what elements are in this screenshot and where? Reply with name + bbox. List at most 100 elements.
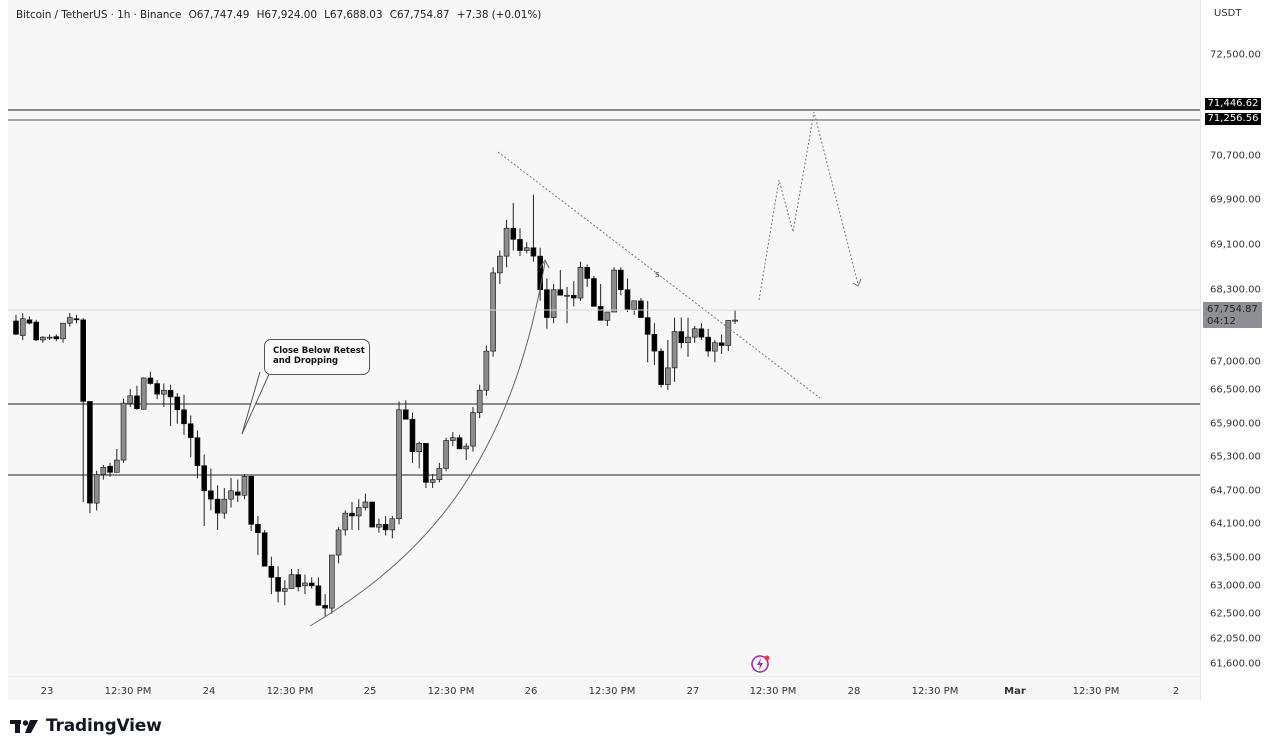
candle [476, 389, 483, 413]
candle [402, 409, 409, 420]
projection-arrowhead-icon [852, 278, 862, 287]
callout-annotation[interactable]: Close Below Retest and Dropping [264, 339, 370, 375]
candle [691, 328, 698, 338]
price-tick: 68,300.00 [1210, 284, 1261, 296]
time-tick: 24 [202, 686, 216, 697]
currency-button[interactable]: USDT [1206, 4, 1266, 24]
candle [46, 336, 53, 339]
candle [456, 437, 463, 450]
candle [449, 437, 456, 441]
ohlc-change: +7.38 (+0.01%) [456, 9, 542, 21]
candle [483, 350, 490, 391]
candle [624, 289, 631, 310]
candle [617, 269, 624, 290]
candle [423, 443, 429, 483]
candle [26, 319, 33, 324]
s-marker: s [655, 270, 660, 280]
time-tick: 12:30 PM [266, 686, 314, 697]
chart-pane[interactable] [8, 0, 1200, 700]
logo-text: TradingView [46, 716, 162, 736]
candle [530, 247, 537, 257]
price-tick: 65,900.00 [1210, 418, 1261, 430]
candle [281, 588, 288, 592]
candle [181, 409, 187, 425]
candle [369, 501, 375, 528]
candle [268, 565, 275, 578]
candle [355, 507, 362, 517]
candle [140, 377, 147, 410]
candle [523, 247, 530, 251]
candle [537, 255, 543, 290]
candle [120, 402, 127, 461]
price-tick: 69,900.00 [1210, 194, 1261, 206]
candle [597, 306, 604, 321]
candle [698, 328, 705, 338]
tradingview-mark-icon [10, 720, 38, 733]
candle [154, 383, 160, 395]
candle [712, 342, 718, 352]
candle [40, 336, 46, 341]
candle [93, 474, 100, 504]
time-tick: 23 [40, 686, 54, 697]
ohlc-high: H67,924.00 [256, 9, 317, 21]
symbol-legend[interactable]: Bitcoin / TetherUS · 1h · Binance O67,74… [16, 9, 545, 21]
price-tick: 65,300.00 [1210, 451, 1261, 463]
time-tick: 12:30 PM [588, 686, 636, 697]
ohlc-low: L67,688.03 [324, 9, 383, 21]
candle [658, 350, 664, 385]
candle [228, 490, 234, 500]
candle [470, 412, 476, 447]
candle [376, 524, 382, 528]
candle [497, 255, 503, 274]
candle [261, 532, 268, 567]
price-tick: 61,600.00 [1210, 658, 1261, 670]
candle [208, 490, 214, 500]
symbol-name: Bitcoin / TetherUS · 1h · Binance [16, 9, 182, 21]
time-tick: 12:30 PM [749, 686, 797, 697]
candle [295, 574, 302, 588]
candle [107, 465, 113, 473]
candle [564, 294, 570, 297]
candle [234, 491, 241, 496]
candle [161, 389, 167, 395]
descending-trendline[interactable] [497, 151, 821, 399]
projection-path[interactable] [758, 111, 859, 301]
candle [396, 409, 402, 520]
candle [362, 501, 369, 508]
price-tick: 63,500.00 [1210, 552, 1261, 564]
candle [167, 389, 174, 398]
candle [382, 524, 389, 531]
candle [335, 529, 342, 556]
candle [302, 582, 308, 587]
candle [19, 318, 26, 336]
candle [315, 585, 322, 606]
candle [557, 289, 564, 296]
time-axis[interactable]: 23 12:30 PM 24 12:30 PM 25 12:30 PM 26 12:30 PM… [8, 676, 1200, 699]
candle [671, 331, 678, 369]
candle [510, 227, 517, 240]
candle [33, 321, 39, 341]
candlestick-chart[interactable]: s [0, 0, 1280, 700]
candle [80, 319, 86, 402]
candle [275, 577, 281, 592]
price-tick: 63,000.00 [1210, 580, 1261, 592]
parabolic-curve[interactable] [309, 261, 546, 627]
candle [60, 322, 66, 340]
candle [631, 300, 638, 310]
candle [389, 518, 396, 531]
lightning-alert-icon[interactable] [749, 652, 773, 676]
candle [644, 317, 651, 335]
candle [570, 294, 577, 299]
price-tick: 66,500.00 [1210, 384, 1261, 396]
candle [416, 443, 423, 452]
candle [342, 512, 349, 531]
candle [255, 524, 261, 534]
price-tick: 72,500.00 [1210, 49, 1261, 61]
candles-group [13, 194, 738, 617]
candle [214, 498, 221, 514]
price-tick: 70,700.00 [1210, 150, 1261, 162]
ohlc-open: O67,747.49 [188, 9, 250, 21]
tradingview-logo[interactable]: TradingView [10, 716, 162, 736]
time-tick: Mar [1004, 686, 1026, 697]
candle [66, 317, 73, 324]
